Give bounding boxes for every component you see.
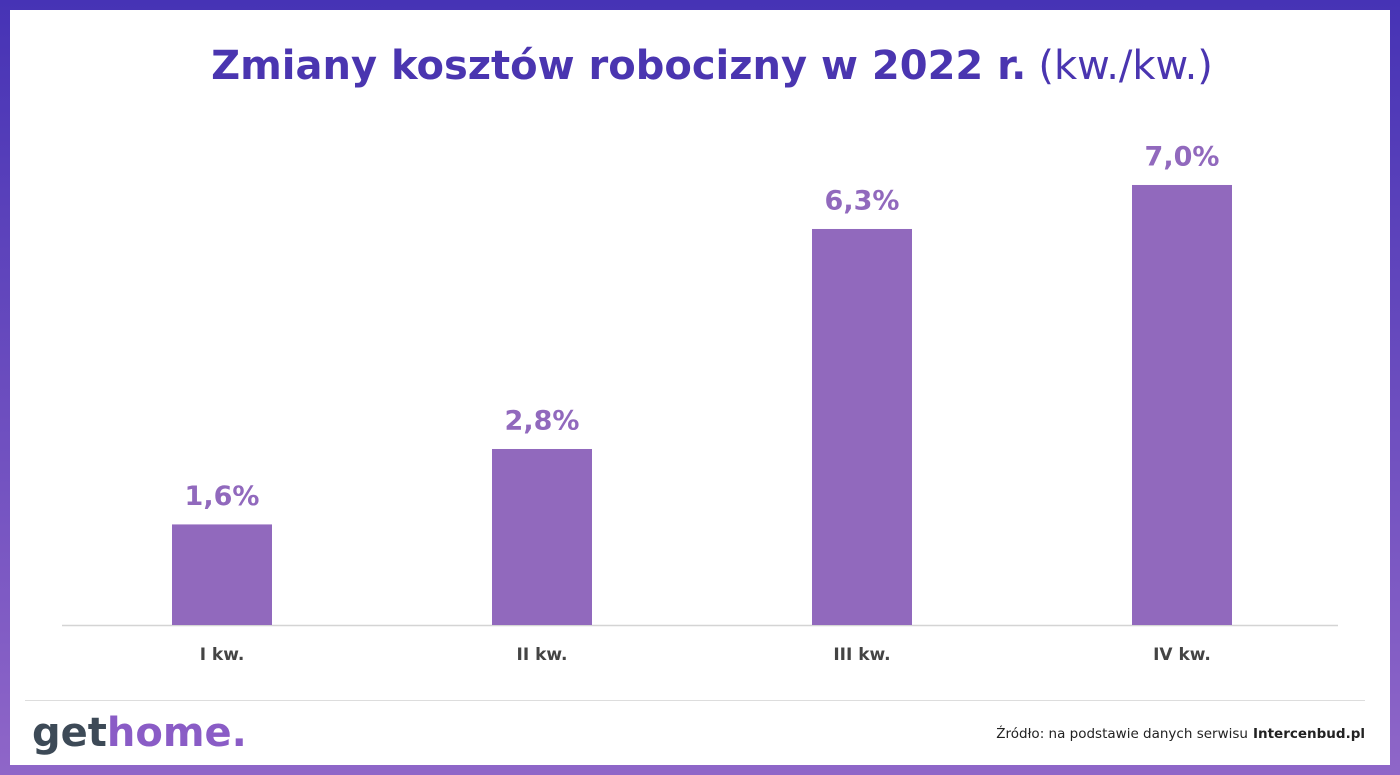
value-label: 7,0% [1145, 141, 1220, 172]
logo-home: home. [107, 710, 247, 756]
source-text: Źródło: na podstawie danych serwisu [996, 724, 1248, 742]
source: Źródło: na podstawie danych serwisu Inter… [996, 724, 1365, 742]
bar [492, 448, 592, 625]
chart-subtitle: (kw./kw.) [1038, 43, 1213, 89]
x-tick-label: I kw. [200, 645, 245, 665]
value-label: 1,6% [185, 481, 260, 512]
x-tick-label: II kw. [517, 645, 568, 665]
bar [812, 228, 912, 625]
bar [172, 524, 272, 625]
x-tick-label: III kw. [833, 645, 890, 665]
value-label: 2,8% [505, 405, 580, 436]
chart-title: Zmiany kosztów robocizny w 2022 r. [211, 43, 1026, 89]
logo: gethome. [32, 710, 247, 756]
chart-title-line: Zmiany kosztów robocizny w 2022 r. (kw./k… [211, 43, 1213, 89]
value-label: 6,3% [825, 185, 900, 216]
bar [1132, 184, 1232, 626]
logo-get: get [32, 710, 107, 756]
source-name: Intercenbud.pl [1253, 726, 1365, 742]
x-tick-label: IV kw. [1153, 645, 1211, 665]
